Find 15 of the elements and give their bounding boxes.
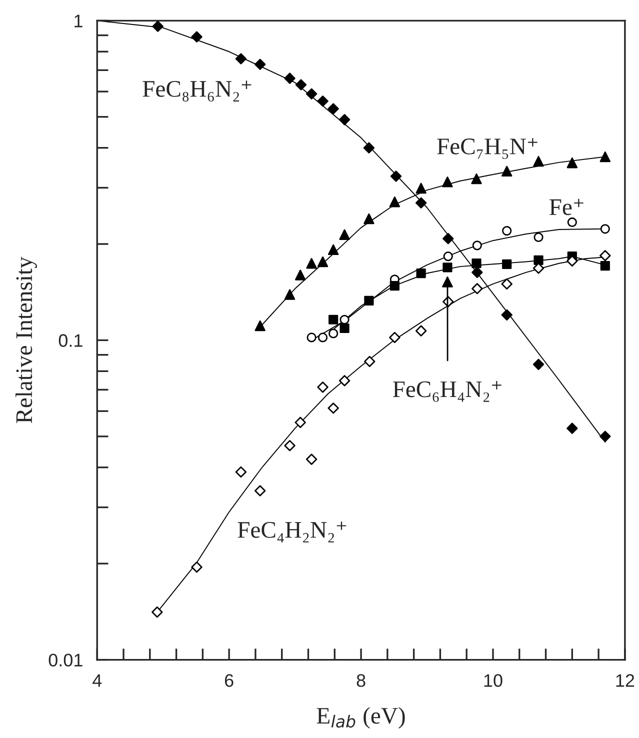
- x-tick-label: 6: [224, 674, 234, 687]
- x-tick-label: 4: [92, 674, 102, 687]
- x-tick-label: 12: [616, 674, 634, 687]
- text: FeC₆H₄N₂⁺: [392, 381, 502, 402]
- series-label: FeC₈H₆N₂⁺: [142, 80, 252, 102]
- y-tick-label: 0.1: [58, 334, 82, 347]
- x-tick-label: 10: [484, 674, 502, 687]
- series-label: FeC₇H₅N⁺: [437, 138, 538, 159]
- x-axis-title: E$_{lab}$ (eV): [316, 707, 405, 729]
- y-tick-label: 1: [74, 14, 82, 28]
- x-tick-label: 8: [356, 674, 366, 687]
- series-label: Fe⁺: [550, 198, 584, 216]
- series-label: FeC₄H₂N₂⁺: [238, 522, 346, 542]
- y-axis-title: Relative Intensity: [16, 256, 37, 424]
- y-tick-label: 0.01: [48, 654, 82, 666]
